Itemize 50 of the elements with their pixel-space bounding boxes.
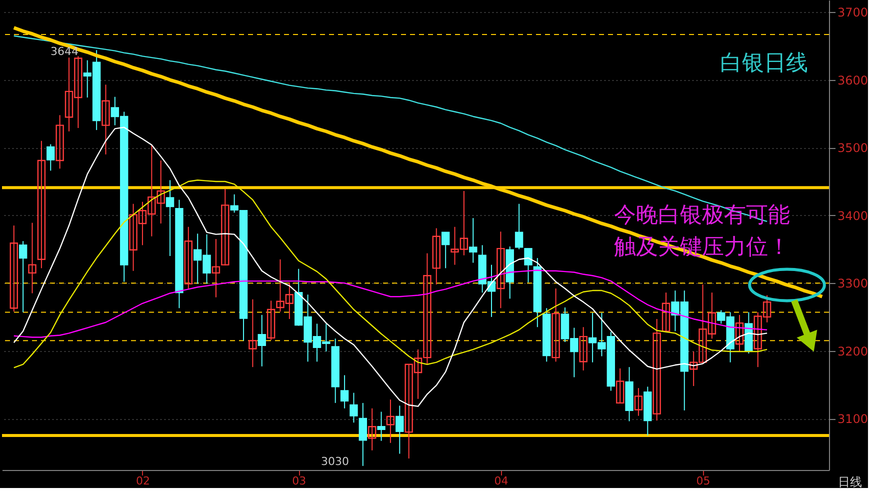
- y-tick-label: 3200: [838, 344, 868, 358]
- candlestick: [432, 228, 440, 285]
- x-tick-label: 03: [292, 474, 306, 488]
- candlestick: [56, 114, 64, 170]
- x-tick-label: 05: [696, 474, 710, 488]
- candlestick: [37, 140, 46, 269]
- candlestick: [212, 238, 220, 298]
- candlestick: [358, 402, 368, 466]
- candlestick: [634, 388, 643, 416]
- candlestick: [616, 368, 624, 404]
- candlestick: [735, 314, 744, 352]
- candlestick: [350, 392, 358, 424]
- candlestick: [28, 222, 36, 294]
- candlestick: [652, 318, 661, 422]
- y-tick-label: 3100: [838, 412, 868, 426]
- candlestick: [441, 232, 450, 269]
- candlestick: [46, 144, 55, 172]
- y-tick-label: 3700: [838, 6, 868, 20]
- candlestick: [386, 399, 395, 444]
- text: 白银日线: [720, 51, 808, 76]
- candlestick: [396, 405, 404, 454]
- y-tick-label: 3500: [838, 141, 868, 156]
- candlestick: [258, 314, 266, 367]
- candlestick: [266, 300, 276, 340]
- candlestick: [377, 411, 386, 442]
- candlestick: [469, 218, 478, 264]
- candlestick: [368, 408, 376, 451]
- x-tick-label: 04: [494, 474, 508, 488]
- y-tick-label: 3400: [838, 208, 868, 223]
- candlestick: [10, 225, 18, 312]
- candlestick: [514, 203, 524, 250]
- line-series: [13, 126, 768, 407]
- candlestick: [579, 326, 588, 371]
- candlestick: [496, 231, 505, 309]
- y-tick-label: 3300: [838, 276, 868, 291]
- candlestick: [552, 288, 560, 362]
- annotation: 3030: [321, 455, 349, 468]
- candlestick: [524, 248, 532, 283]
- candlestick: [184, 226, 192, 289]
- candlestick: [662, 292, 670, 332]
- candlestick: [221, 188, 230, 266]
- x-tick-label: 02: [136, 474, 150, 488]
- candlestick: [248, 298, 257, 368]
- text: 日线: [838, 475, 862, 489]
- y-tick-label: 3600: [838, 73, 868, 88]
- annotation: 3644: [50, 45, 79, 58]
- candlestick: [102, 84, 110, 155]
- candlestick: [18, 240, 28, 313]
- candlestick: [166, 180, 174, 256]
- candlestick: [340, 374, 349, 409]
